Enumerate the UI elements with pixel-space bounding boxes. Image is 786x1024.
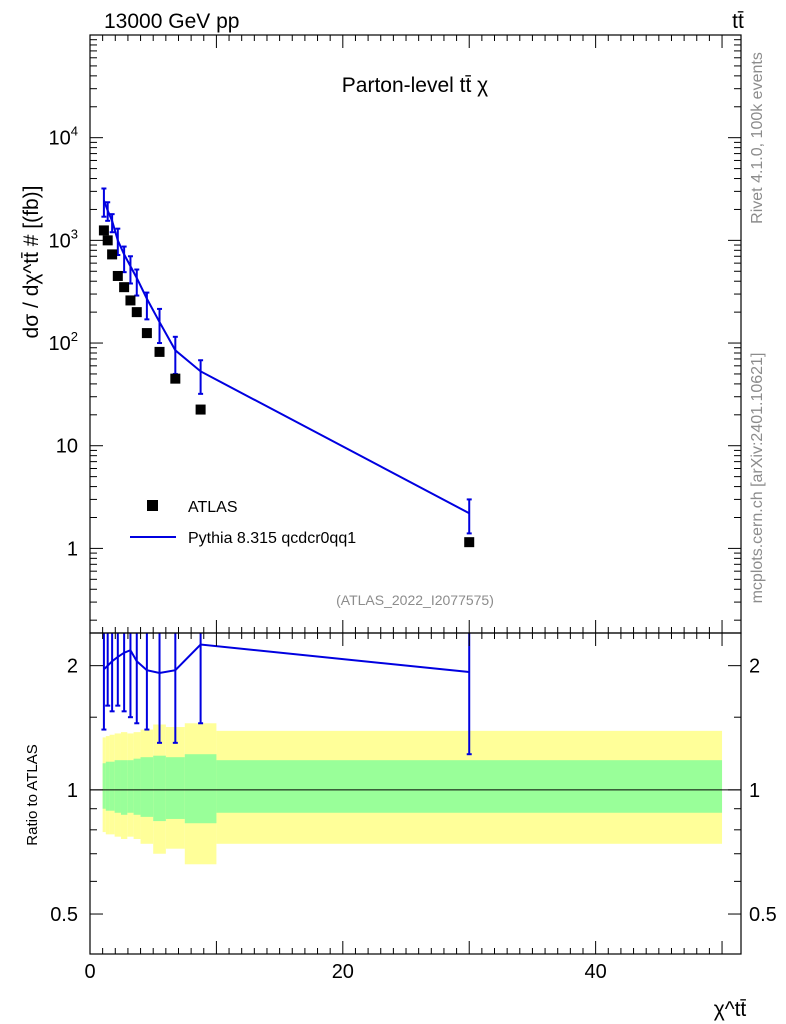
analysis-watermark: (ATLAS_2022_I2077575) — [336, 592, 494, 608]
ratio-y-tick-label-right: 0.5 — [749, 904, 777, 926]
band-stat-bin — [140, 757, 154, 817]
atlas-data-point — [464, 537, 475, 548]
atlas-data-point — [98, 225, 109, 236]
atlas-data-point — [195, 404, 206, 415]
x-tick-label: 40 — [585, 961, 607, 983]
ratio-y-tick-label: 2 — [67, 656, 78, 678]
band-stat-bin — [114, 760, 121, 813]
atlas-data-point — [154, 346, 165, 357]
x-axis-label: χ^tt̄ — [714, 998, 747, 1021]
y-tick-label: 1 — [67, 538, 78, 560]
pythia-series-line — [102, 200, 470, 515]
band-stat-bin — [133, 758, 141, 815]
atlas-data-point — [112, 270, 123, 281]
y-tick-label: 103 — [49, 226, 78, 252]
y-tick-base: 10 — [49, 128, 71, 150]
energy-label: 13000 GeV pp — [104, 10, 239, 33]
atlas-data-point — [119, 282, 130, 293]
process-label: tt̄ — [732, 10, 744, 33]
ratio-y-tick-label: 0.5 — [50, 904, 78, 926]
main-y-axis-label: dσ / dχ^tt̄ # [(fb)] — [20, 186, 43, 339]
band-stat-bin — [105, 761, 110, 811]
atlas-data-point — [131, 307, 142, 318]
legend-pythia-label: Pythia 8.315 qcdcr0qq1 — [188, 530, 356, 547]
x-tick-label: 20 — [332, 961, 354, 983]
ratio-y-tick-label: 1 — [67, 780, 78, 802]
band-stat-bin — [153, 755, 166, 822]
atlas-data-point — [170, 373, 181, 384]
y-tick-base: 10 — [49, 230, 71, 252]
band-stat-bin — [109, 761, 115, 811]
ratio-y-tick-label-right: 2 — [749, 656, 760, 678]
y-tick-label: 10 — [56, 436, 78, 458]
main-plot-area — [98, 187, 475, 548]
atlas-data-point — [141, 328, 152, 339]
band-stat-bin — [102, 763, 106, 809]
y-tick-exponent: 3 — [71, 226, 78, 241]
legend: ATLAS Pythia 8.315 qcdcr0qq1 — [130, 499, 356, 547]
y-tick-base: 10 — [49, 333, 71, 355]
ratio-y-tick-label-right: 1 — [749, 780, 760, 802]
rivet-version-label: Rivet 4.1.0, 100k events — [749, 52, 766, 224]
band-stat-bin — [127, 760, 134, 813]
band-stat-bin — [216, 760, 723, 813]
y-tick-label: 102 — [49, 329, 78, 355]
atlas-data-point — [102, 235, 113, 246]
ratio-plot-area — [90, 633, 741, 865]
band-stat-bin — [165, 757, 185, 819]
legend-atlas-marker — [147, 500, 158, 511]
x-tick-label: 0 — [84, 961, 95, 983]
ratio-panel: 0 20 40 0.5 0.5 1 1 2 2 Ratio to ATLAS χ^tt̄ — [24, 632, 777, 1021]
y-tick-exponent: 4 — [71, 124, 78, 139]
ratio-frame — [89, 632, 742, 955]
legend-atlas-label: ATLAS — [188, 499, 238, 516]
ratio-y-axis-label: Ratio to ATLAS — [24, 744, 41, 845]
atlas-data-point — [125, 295, 136, 306]
ratio-ticks: 0 20 40 0.5 0.5 1 1 2 2 — [50, 633, 777, 983]
y-tick-label: 104 — [49, 124, 78, 150]
atlas-data-point — [107, 249, 118, 260]
mcplots-label: mcplots.cern.ch [arXiv:2401.10621] — [749, 353, 766, 604]
plot-title: Parton-level tt̄ χ — [342, 74, 488, 97]
band-stat-bin — [120, 760, 128, 815]
ratio-series-line — [103, 643, 470, 674]
y-tick-exponent: 2 — [71, 329, 78, 344]
band-stat-bin — [184, 754, 217, 824]
